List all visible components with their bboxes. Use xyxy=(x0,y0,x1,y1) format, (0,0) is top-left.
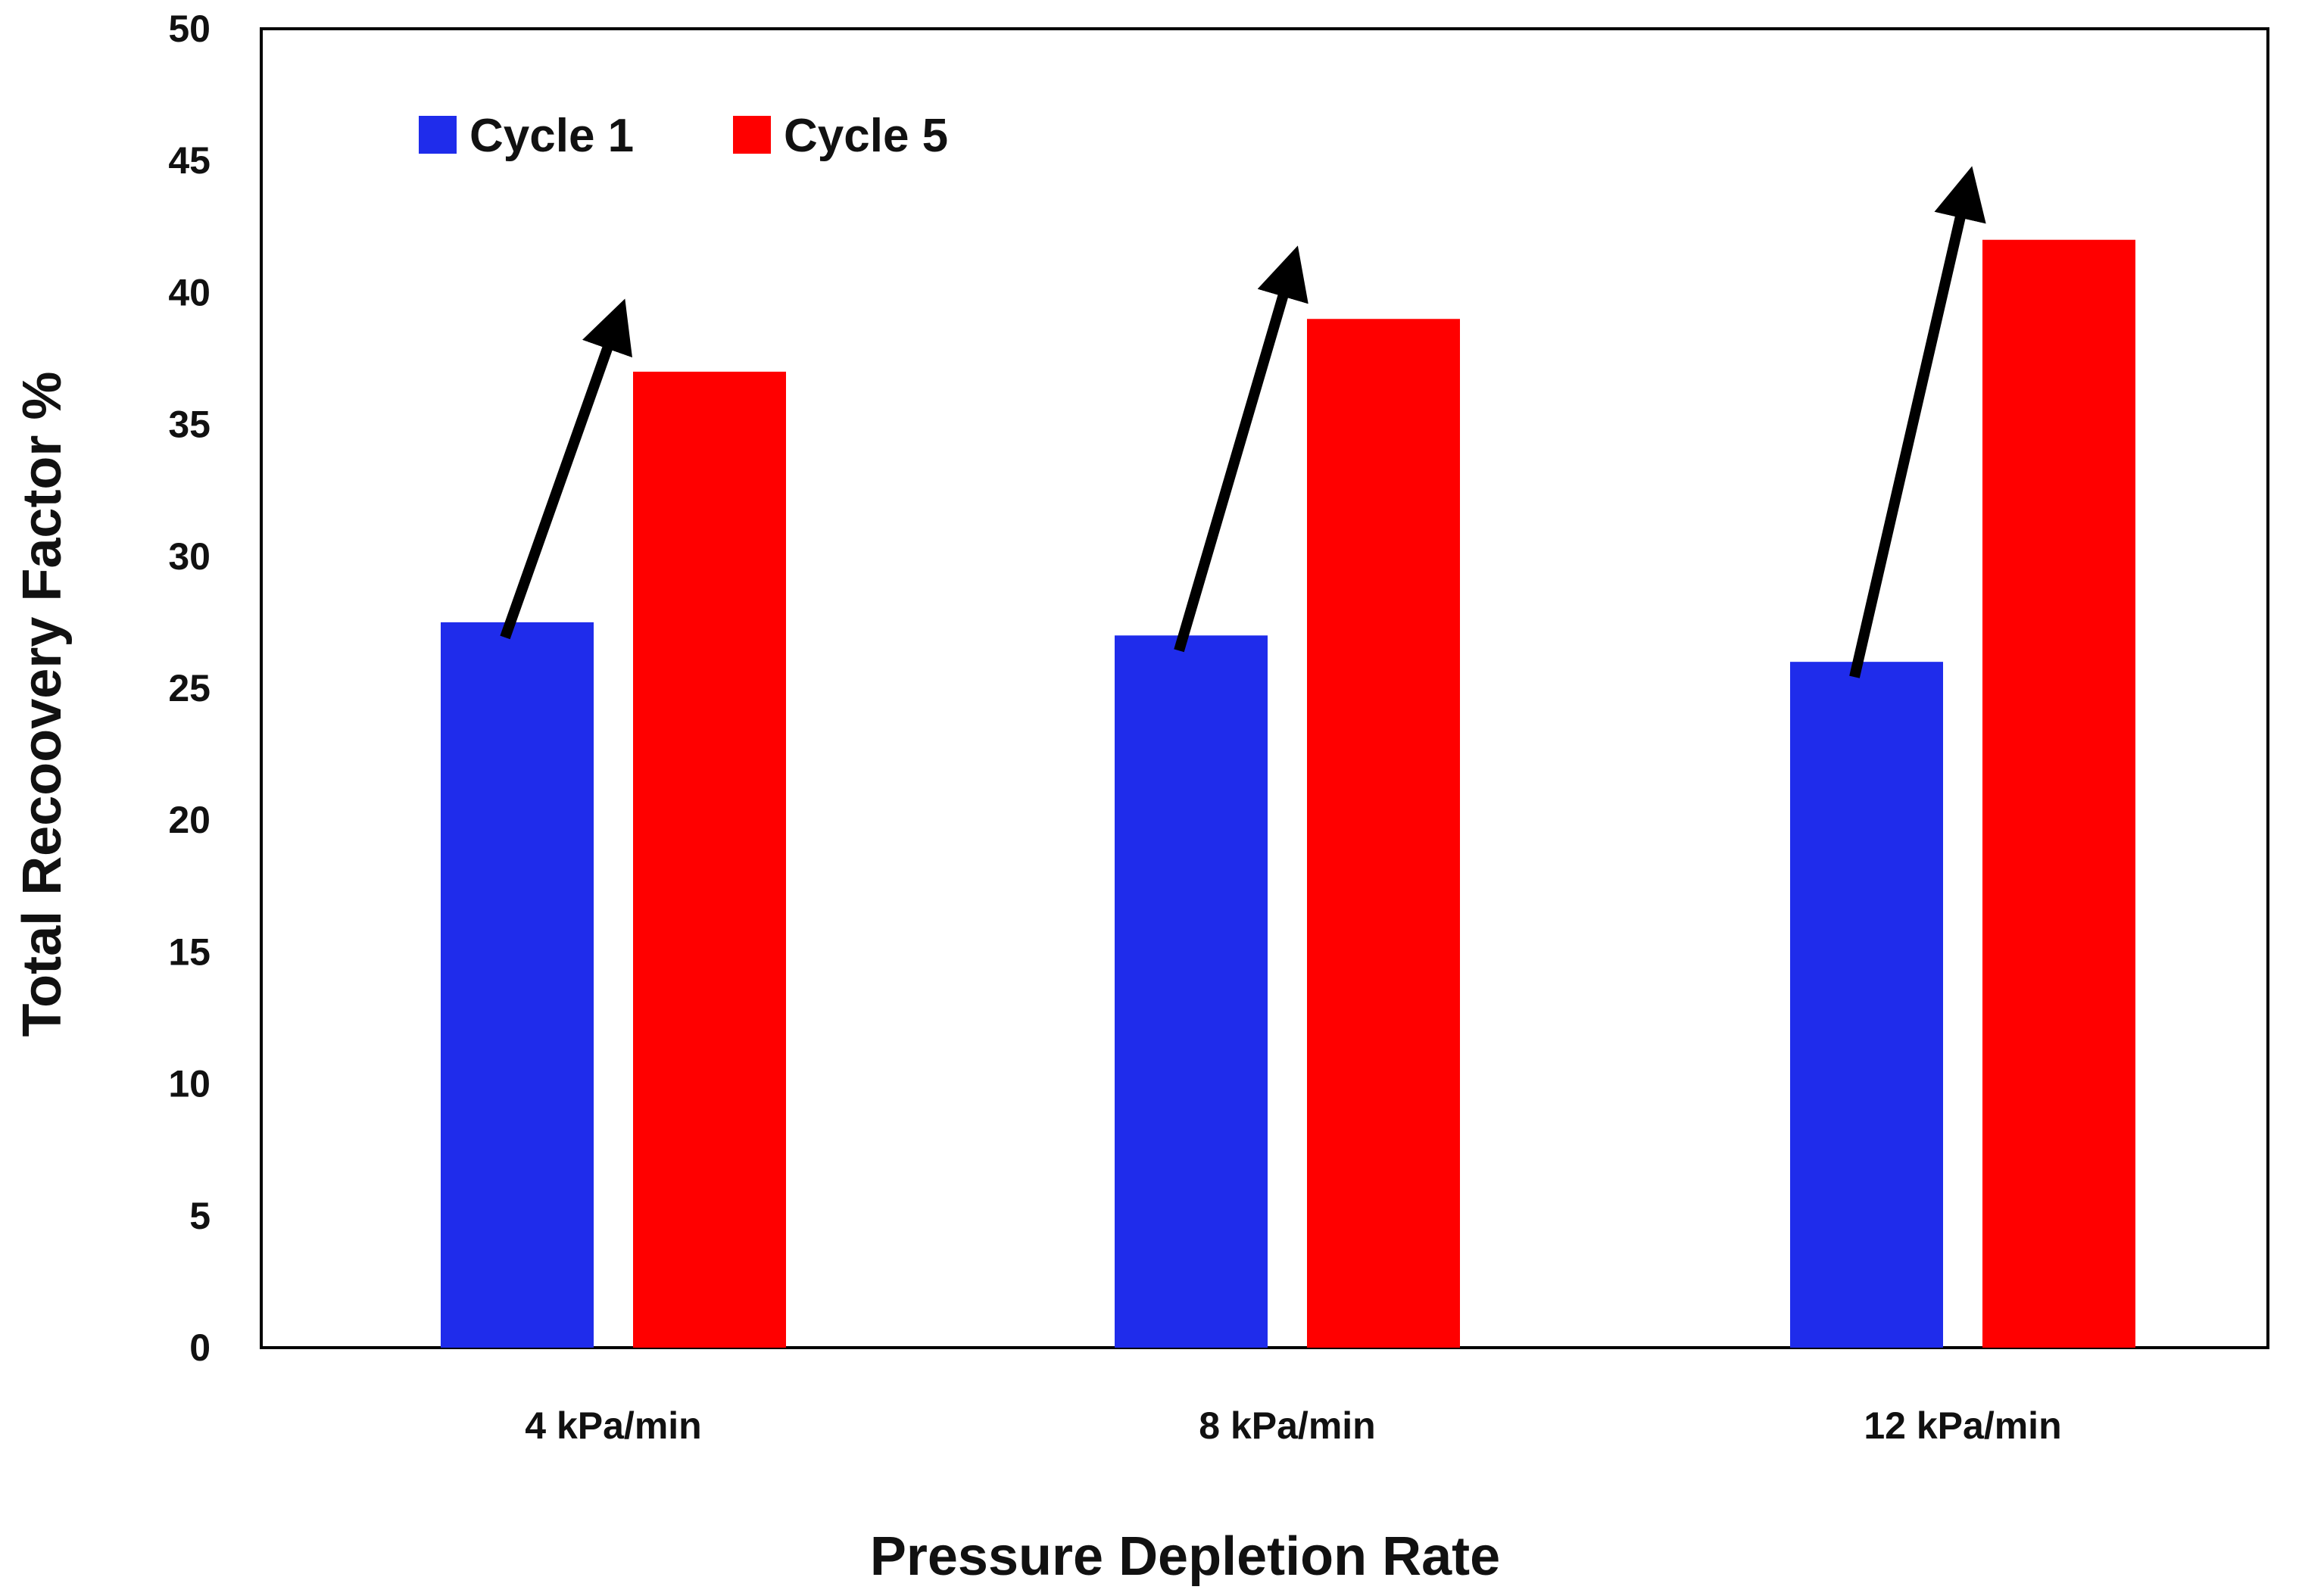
y-axis-ticks: 0 5 10 15 20 25 30 35 40 45 50 xyxy=(168,8,211,1369)
arrows xyxy=(500,166,1986,678)
legend-swatch-cycle-5 xyxy=(733,116,771,154)
y-axis-title: Total Recoovery Factor % xyxy=(12,372,73,1037)
y-tick-label: 25 xyxy=(168,667,211,709)
bar-cycle-5-2 xyxy=(1307,319,1460,1348)
x-axis-categories: 4 kPa/min 8 kPa/min 12 kPa/min xyxy=(525,1404,2061,1447)
bar-cycle-5-1 xyxy=(633,371,786,1348)
y-tick-label: 35 xyxy=(168,404,211,446)
x-category-label: 12 kPa/min xyxy=(1864,1404,2061,1447)
trend-arrow xyxy=(500,298,632,640)
trend-arrow xyxy=(1849,166,1986,678)
y-tick-label: 0 xyxy=(189,1326,211,1369)
x-axis-title: Pressure Depletion Rate xyxy=(870,1526,1500,1587)
legend-label-cycle-5: Cycle 5 xyxy=(784,110,948,162)
bar-cycle-5-3 xyxy=(1982,239,2135,1348)
bar-cycle-1-1 xyxy=(441,622,594,1348)
legend-label-cycle-1: Cycle 1 xyxy=(469,110,634,162)
y-tick-label: 30 xyxy=(168,535,211,578)
bar-cycle-1-2 xyxy=(1115,635,1268,1348)
y-tick-label: 50 xyxy=(168,8,211,50)
y-tick-label: 40 xyxy=(168,271,211,313)
y-tick-label: 45 xyxy=(168,139,211,182)
legend: Cycle 1 Cycle 5 xyxy=(419,110,948,162)
bars xyxy=(441,239,2135,1348)
y-tick-label: 20 xyxy=(168,799,211,841)
legend-swatch-cycle-1 xyxy=(419,116,457,154)
trend-arrow xyxy=(1174,245,1309,653)
y-tick-label: 10 xyxy=(168,1063,211,1105)
x-category-label: 4 kPa/min xyxy=(525,1404,701,1447)
y-tick-label: 15 xyxy=(168,930,211,973)
y-tick-label: 5 xyxy=(189,1195,211,1237)
bar-cycle-1-3 xyxy=(1790,662,1943,1348)
x-category-label: 8 kPa/min xyxy=(1199,1404,1375,1447)
